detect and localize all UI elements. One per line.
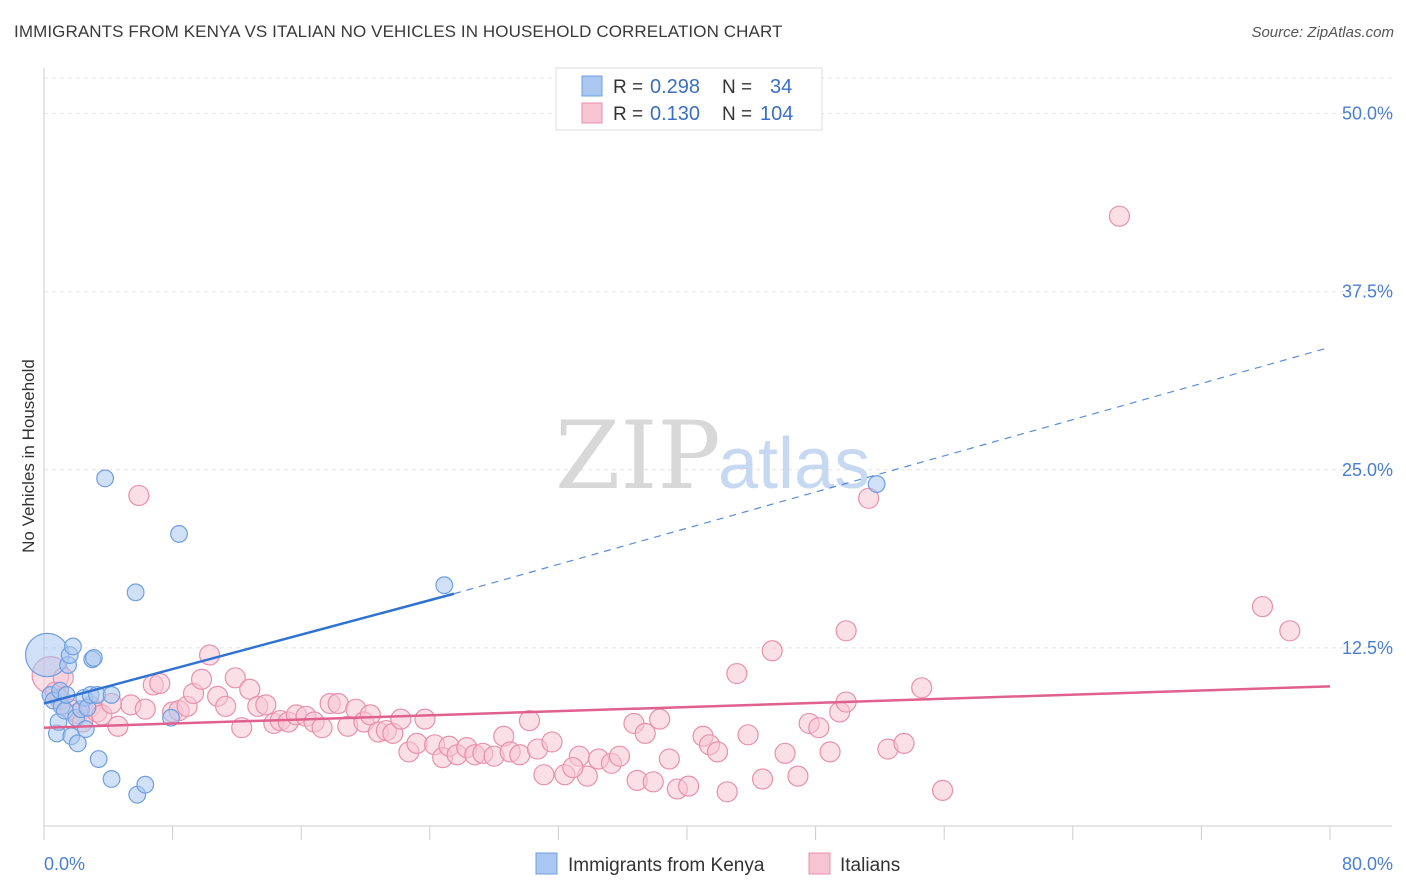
point-kenya-31	[170, 524, 188, 543]
point-kenya-29	[136, 775, 155, 794]
legend-r-label-italians: R =	[613, 104, 643, 125]
point-italians-99	[931, 779, 954, 801]
point-italians-49	[414, 708, 436, 730]
legend-n-label-kenya: N =	[722, 77, 752, 98]
point-italians-29	[255, 694, 277, 716]
point-italians-91	[819, 741, 841, 763]
point-italians-75	[649, 708, 671, 730]
point-italians-83	[726, 662, 748, 685]
legend-box: R = 0.298 N = 34 R = 0.130 N = 104	[555, 67, 823, 131]
point-kenya-12	[64, 637, 82, 656]
point-italians-81	[706, 741, 729, 763]
point-kenya-17	[76, 720, 95, 739]
legend-n-value-kenya: 34	[770, 76, 792, 98]
bottom-legend-label-kenya: Immigrants from Kenya	[568, 855, 765, 876]
point-kenya-26	[102, 770, 121, 788]
y-tick-label-1: 25.0%	[1342, 460, 1393, 480]
point-italians-25	[224, 667, 246, 689]
point-italians-36	[311, 717, 333, 739]
legend-n-value-italians: 104	[760, 103, 793, 125]
point-italians-13	[128, 484, 150, 507]
y-tick-label-3: 50.0%	[1342, 104, 1393, 124]
y-tick-labels: 12.5% 25.0% 37.5% 50.0%	[1342, 104, 1393, 658]
point-italians-95	[858, 487, 880, 509]
legend-n-label-italians: N =	[722, 104, 752, 125]
point-italians-60	[509, 744, 531, 766]
point-italians-21	[190, 668, 213, 690]
point-italians-73	[634, 722, 656, 744]
watermark: ZIP atlas	[555, 402, 870, 511]
x-tick-label-1: 80.0%	[1342, 854, 1393, 874]
point-kenya-14	[68, 734, 87, 753]
bottom-legend-label-italians: Italians	[840, 855, 900, 876]
point-italians-27	[239, 678, 261, 700]
point-italians-14	[134, 698, 156, 720]
point-kenya-33	[867, 475, 886, 493]
point-kenya-27	[126, 583, 145, 602]
point-kenya-30	[162, 708, 180, 727]
source-credit: Source: ZipAtlas.com	[1251, 24, 1394, 41]
trend-lines	[43, 346, 1331, 729]
bottom-legend: Immigrants from Kenya Italians	[535, 852, 900, 876]
y-tick-label-2: 37.5%	[1342, 282, 1393, 302]
point-italians-70	[608, 745, 631, 767]
point-italians-100	[1108, 205, 1131, 227]
point-kenya-22	[84, 648, 103, 667]
point-italians-63	[533, 764, 555, 786]
watermark-zip: ZIP	[555, 402, 721, 511]
chart-title: IMMIGRANTS FROM KENYA VS ITALIAN NO VEHI…	[14, 22, 783, 41]
y-tick-label-0: 12.5%	[1342, 638, 1393, 658]
point-italians-86	[761, 640, 783, 662]
x-tick-label-0: 0.0%	[44, 854, 85, 874]
point-italians-76	[658, 748, 680, 770]
legend-swatch-italians	[581, 102, 603, 124]
trend-line-italians	[43, 685, 1331, 729]
point-italians-82	[716, 781, 738, 803]
point-italians-61	[518, 709, 541, 732]
point-italians-97	[893, 732, 915, 754]
point-italians-16	[149, 672, 171, 695]
watermark-atlas: atlas	[718, 424, 870, 504]
point-italians-84	[737, 724, 759, 746]
point-italians-85	[751, 768, 774, 790]
point-italians-74	[642, 771, 664, 793]
point-kenya-24	[96, 469, 115, 488]
point-italians-78	[678, 775, 700, 797]
point-italians-90	[808, 717, 830, 739]
point-italians-103	[562, 756, 584, 779]
point-italians-48	[406, 732, 428, 754]
point-italians-102	[1279, 620, 1301, 642]
point-italians-38	[327, 692, 349, 715]
point-italians-98	[911, 677, 933, 699]
bottom-legend-swatch-italians	[808, 852, 831, 875]
point-italians-88	[787, 765, 809, 787]
point-kenya-23	[89, 750, 108, 768]
grid-lines	[44, 77, 1392, 649]
point-italians-42	[359, 704, 381, 726]
point-kenya-25	[102, 685, 121, 704]
trend-line-kenya	[43, 592, 455, 705]
point-italians-87	[774, 742, 796, 764]
y-axis-title: No Vehicles in Household	[19, 359, 38, 553]
bottom-legend-swatch-kenya	[535, 852, 558, 875]
point-italians-101	[1251, 595, 1274, 618]
legend-r-value-kenya: 0.298	[650, 76, 700, 98]
point-kenya-32	[435, 576, 454, 595]
legend-swatch-kenya	[581, 75, 603, 97]
point-italians-24	[215, 695, 237, 717]
point-italians-46	[390, 708, 412, 730]
point-italians-64	[541, 731, 563, 753]
legend-r-label-kenya: R =	[613, 77, 643, 98]
legend-r-value-italians: 0.130	[650, 103, 700, 125]
point-italians-94	[835, 620, 857, 642]
x-tick-labels: 0.0% 80.0%	[44, 854, 1393, 874]
trend-line-kenya-extension	[453, 346, 1331, 595]
